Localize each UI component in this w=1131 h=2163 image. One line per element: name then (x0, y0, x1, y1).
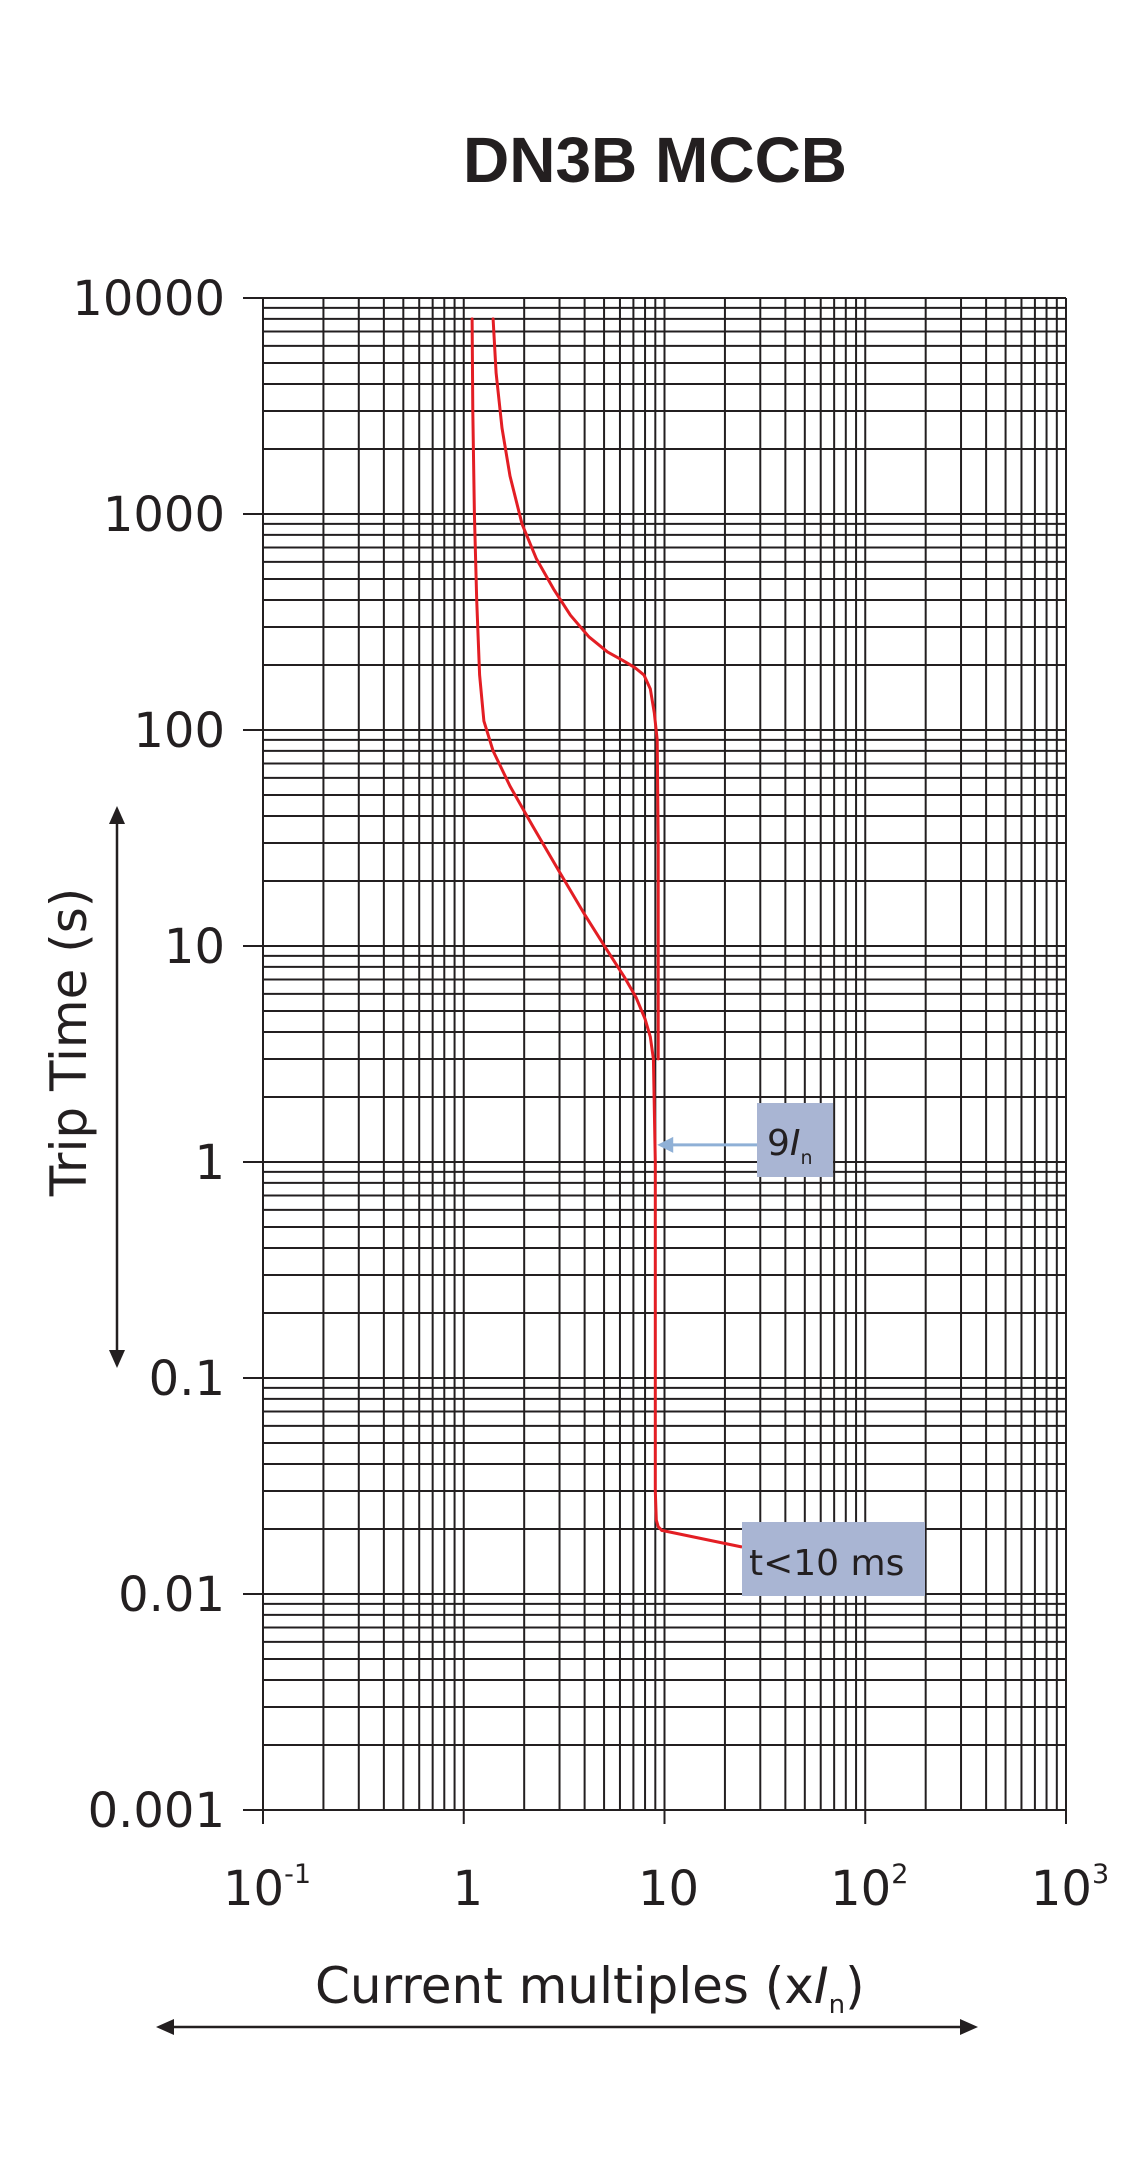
annotation-trip-time-box (742, 1522, 925, 1596)
y-tick-label: 0.001 (88, 1783, 225, 1839)
trip-curves (470, 317, 664, 1532)
y-tick-label: 0.01 (118, 1567, 225, 1623)
x-axis-arrow-right-icon (960, 2019, 978, 2035)
x-tick-label: 10-1 (223, 1859, 311, 1917)
y-tick-label: 10000 (72, 271, 225, 327)
x-axis-label: Current multiples (xIn) (315, 1957, 865, 2020)
annotation-trip-time-pointer (661, 1528, 743, 1549)
y-axis-arrow-up-icon (109, 806, 125, 824)
y-tick-labels: 10000 1000 100 10 1 0.1 0.01 0.001 (72, 271, 225, 1839)
y-tick-label: 10 (164, 919, 225, 975)
annotation-trip-time-label: t<10 ms (749, 1543, 904, 1584)
y-axis-label: Trip Time (s) (40, 888, 98, 1198)
x-tick-label: 102 (830, 1859, 908, 1917)
y-tick-label: 0.1 (149, 1351, 225, 1407)
x-tick-label: 1 (452, 1861, 483, 1917)
y-axis-arrow-down-icon (109, 1350, 125, 1368)
trip-curve-1 (470, 317, 664, 1532)
x-tick-label: 103 (1031, 1859, 1109, 1917)
annotation-9in-arrow-icon (657, 1136, 674, 1153)
annotation-9in: 9In (657, 1103, 833, 1177)
y-tick-label: 1000 (103, 487, 225, 543)
annotation-9in-label: 9In (767, 1123, 813, 1169)
x-tick-labels: 10-1 1 10 102 103 (223, 1859, 1109, 1917)
trip-curve-2 (491, 317, 660, 1061)
annotation-trip-time: t<10 ms (661, 1522, 925, 1596)
chart-title: DN3B MCCB (463, 124, 847, 196)
y-tick-label: 1 (194, 1135, 225, 1191)
x-axis-arrow-left-icon (156, 2019, 174, 2035)
x-tick-label: 10 (638, 1861, 699, 1917)
annotation-9in-box (757, 1103, 833, 1177)
y-tick-label: 100 (133, 703, 225, 759)
